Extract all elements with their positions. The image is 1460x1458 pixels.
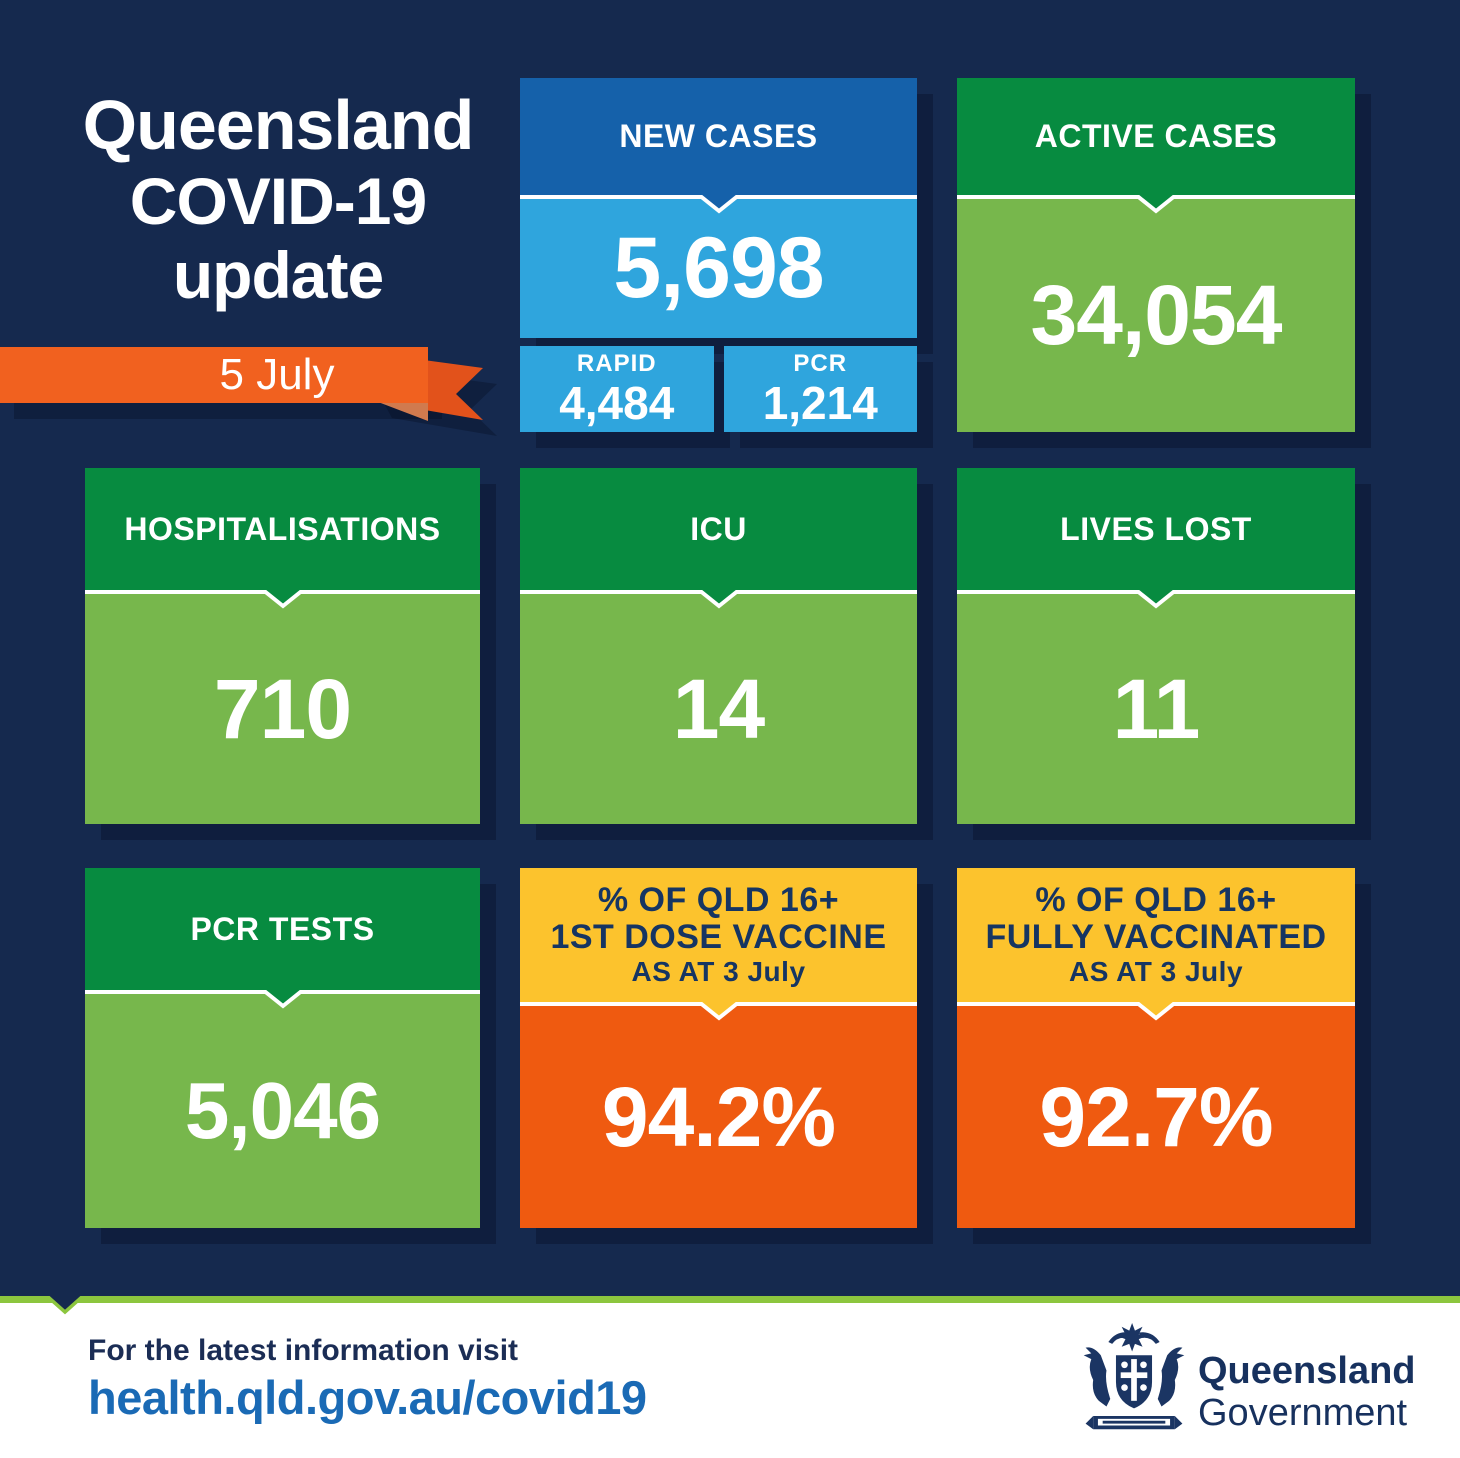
- active-cases-value: 34,054: [1030, 268, 1283, 362]
- first-dose-label-line3: AS AT 3 July: [631, 956, 806, 987]
- fully-vaccinated-label-line1: % OF QLD 16+: [1035, 881, 1277, 919]
- date-ribbon-shape: [0, 347, 497, 436]
- card-icu: ICU 14: [520, 468, 917, 824]
- date-ribbon: [0, 347, 500, 443]
- notch-icon: [697, 1002, 740, 1021]
- fully-vaccinated-label-line2: FULLY VACCINATED: [985, 918, 1327, 956]
- active-cases-label: ACTIVE CASES: [1034, 118, 1278, 154]
- notch-icon: [1134, 590, 1178, 609]
- new-cases-main: NEW CASES 5,698: [520, 78, 917, 338]
- fully-vaccinated-header: % OF QLD 16+ FULLY VACCINATED AS AT 3 Ju…: [957, 868, 1355, 1002]
- rapid-label: RAPID: [576, 350, 657, 377]
- pcr-subcard: PCR 1,214: [723, 346, 917, 432]
- footer-divider-line: [0, 1296, 1460, 1303]
- new-cases-body: 5,698: [520, 195, 917, 338]
- footer-info-text: For the latest information visit: [88, 1334, 519, 1367]
- hospitalisations-body: 710: [85, 590, 480, 824]
- lives-lost-label: LIVES LOST: [1060, 510, 1252, 547]
- footer-notch-icon: [46, 1296, 85, 1315]
- qld-government-crest-icon: [1083, 1323, 1185, 1430]
- hospitalisations-value: 710: [213, 661, 352, 756]
- card-active-cases: ACTIVE CASES 34,054: [957, 78, 1355, 432]
- new-cases-value: 5,698: [613, 220, 824, 316]
- card-lives-lost: LIVES LOST 11: [957, 468, 1355, 824]
- icu-label: ICU: [690, 510, 747, 547]
- notch-icon: [1134, 1002, 1178, 1021]
- footer-url-link[interactable]: health.qld.gov.au/covid19: [88, 1371, 647, 1424]
- title-line-update: update: [172, 238, 384, 312]
- card-hospitalisations: HOSPITALISATIONS 710: [85, 468, 480, 824]
- card-fully-vaccinated: % OF QLD 16+ FULLY VACCINATED AS AT 3 Ju…: [957, 868, 1355, 1228]
- first-dose-value: 94.2%: [601, 1069, 836, 1164]
- lives-lost-header: LIVES LOST: [957, 468, 1355, 590]
- active-cases-header: ACTIVE CASES: [957, 78, 1355, 195]
- first-dose-label-line2: 1ST DOSE VACCINE: [550, 918, 887, 956]
- title-line-covid19: COVID-19: [129, 164, 427, 238]
- report-date: 5 July: [219, 350, 335, 399]
- icu-body: 14: [520, 590, 917, 824]
- pcr-label: PCR: [793, 350, 848, 377]
- ribbon-fold: [378, 401, 428, 421]
- title-line-queensland: Queensland: [82, 86, 475, 164]
- pcr-tests-header: PCR TESTS: [85, 868, 480, 990]
- pcr-tests-body: 5,046: [85, 990, 480, 1228]
- rapid-value: 4,484: [559, 377, 675, 429]
- icu-value: 14: [672, 661, 765, 756]
- card-new-cases: NEW CASES 5,698 RAPID 4,484 PCR 1,214: [520, 78, 917, 432]
- first-dose-body: 94.2%: [520, 1002, 917, 1228]
- first-dose-label-line1: % OF QLD 16+: [597, 881, 840, 919]
- ribbon-band: [0, 347, 428, 403]
- notch-icon: [261, 990, 304, 1009]
- first-dose-header: % OF QLD 16+ 1ST DOSE VACCINE AS AT 3 Ju…: [520, 868, 917, 1002]
- logo-queensland: Queensland: [1198, 1350, 1416, 1392]
- new-cases-header: NEW CASES: [520, 78, 917, 195]
- new-cases-label: NEW CASES: [619, 118, 818, 154]
- rapid-subcard: RAPID 4,484: [520, 346, 714, 432]
- pcr-tests-label: PCR TESTS: [190, 910, 375, 947]
- card-first-dose-vaccine: % OF QLD 16+ 1ST DOSE VACCINE AS AT 3 Ju…: [520, 868, 917, 1228]
- notch-icon: [261, 590, 304, 609]
- footer: [0, 1303, 1460, 1458]
- fully-vaccinated-body: 92.7%: [957, 1002, 1355, 1228]
- qld-government-logotype: Queensland Government: [1198, 1350, 1416, 1434]
- lives-lost-value: 11: [1112, 661, 1201, 756]
- notch-icon: [697, 195, 740, 214]
- notch-icon: [697, 590, 740, 609]
- page-title: Queensland COVID-19 update: [0, 86, 556, 312]
- card-pcr-tests: PCR TESTS 5,046: [85, 868, 480, 1228]
- hospitalisations-label: HOSPITALISATIONS: [124, 510, 441, 547]
- new-cases-breakdown: RAPID 4,484 PCR 1,214: [520, 346, 917, 432]
- logo-government: Government: [1198, 1392, 1408, 1434]
- notch-icon: [1134, 195, 1178, 214]
- pcr-tests-value: 5,046: [184, 1066, 381, 1155]
- pcr-value: 1,214: [762, 377, 878, 429]
- lives-lost-body: 11: [957, 590, 1355, 824]
- fully-vaccinated-label-line3: AS AT 3 July: [1068, 956, 1244, 987]
- fully-vaccinated-value: 92.7%: [1039, 1069, 1273, 1164]
- active-cases-body: 34,054: [957, 195, 1355, 432]
- icu-header: ICU: [520, 468, 917, 590]
- hospitalisations-header: HOSPITALISATIONS: [85, 468, 480, 590]
